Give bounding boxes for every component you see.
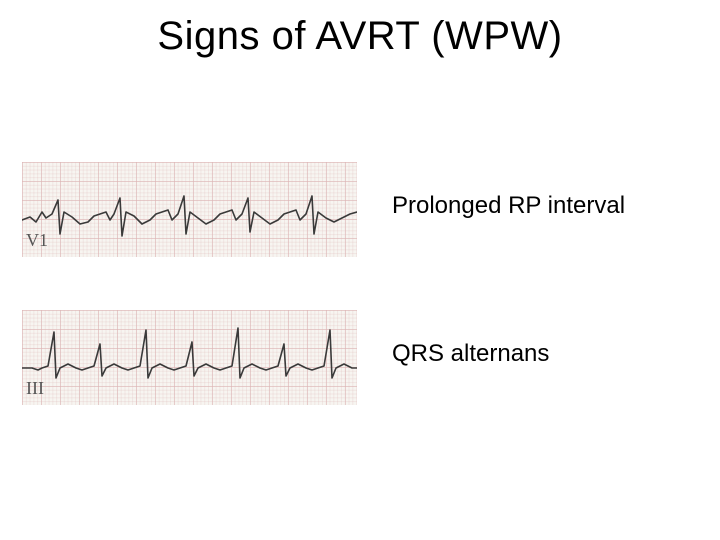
ecg-trace-icon <box>22 162 357 257</box>
ecg-waveform-1 <box>22 196 357 236</box>
slide: Signs of AVRT (WPW) V1 Prolonged RP inte… <box>0 0 720 540</box>
slide-title: Signs of AVRT (WPW) <box>0 14 720 59</box>
ecg-strip-prolonged-rp: V1 <box>22 162 357 257</box>
caption-prolonged-rp: Prolonged RP interval <box>392 192 625 220</box>
lead-label-v1: V1 <box>26 230 48 251</box>
ecg-trace-icon <box>22 310 357 405</box>
ecg-waveform-2 <box>22 328 357 378</box>
lead-label-iii: III <box>26 378 44 399</box>
ecg-strip-qrs-alternans: III <box>22 310 357 405</box>
caption-qrs-alternans: QRS alternans <box>392 340 549 368</box>
